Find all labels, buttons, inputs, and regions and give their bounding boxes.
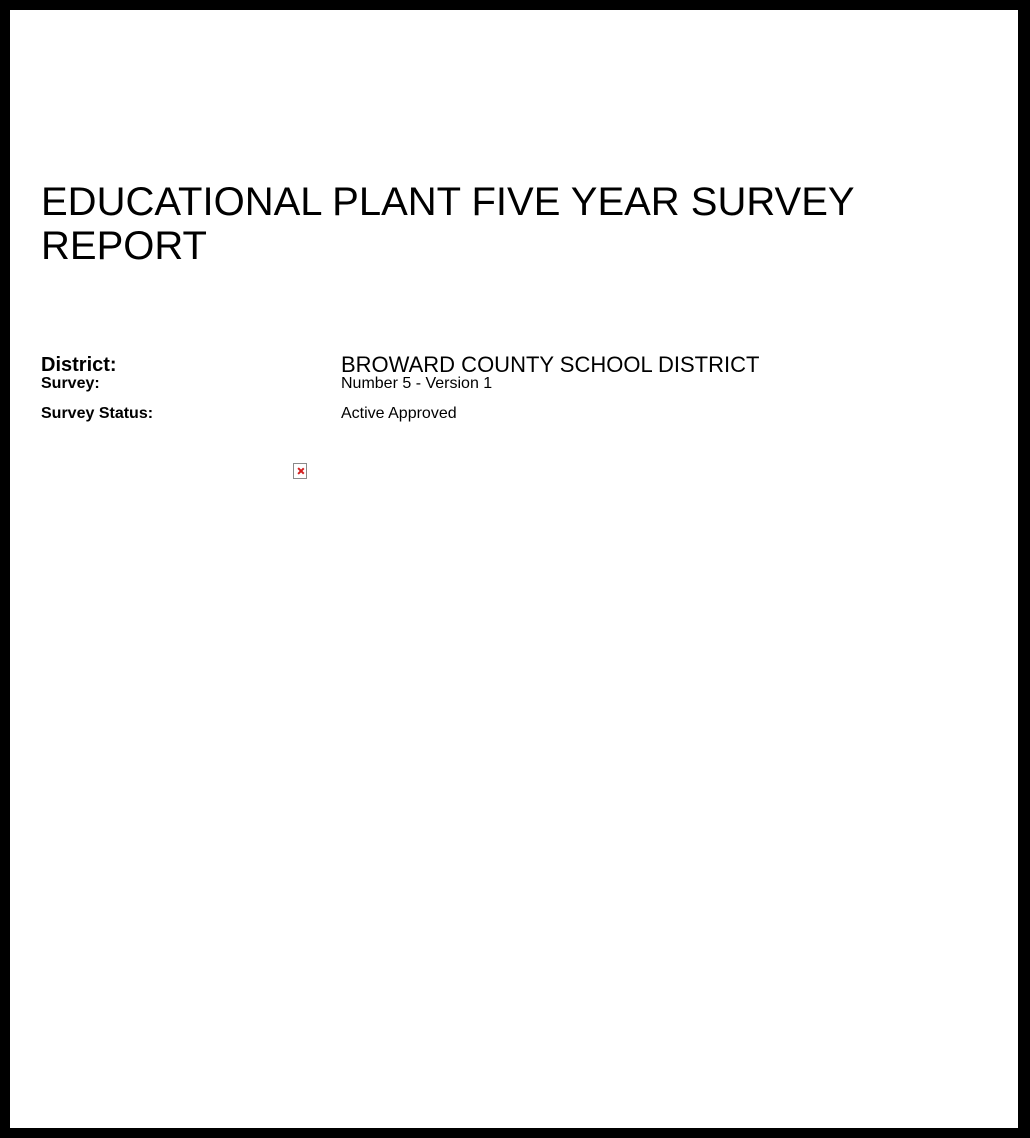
- survey-row: Survey: Number 5 - Version 1: [41, 374, 941, 394]
- report-page: EDUCATIONAL PLANT FIVE YEAR SURVEY REPOR…: [10, 10, 1018, 1128]
- district-row: District: BROWARD COUNTY SCHOOL DISTRICT: [41, 352, 941, 378]
- broken-image-icon: [293, 463, 307, 479]
- survey-status-value: Active Approved: [341, 405, 457, 422]
- district-value: BROWARD COUNTY SCHOOL DISTRICT: [341, 352, 760, 377]
- survey-status-label: Survey Status:: [41, 405, 154, 422]
- survey-status-row: Survey Status: Active Approved: [41, 404, 941, 424]
- survey-label: Survey:: [41, 375, 100, 392]
- district-label: District:: [41, 354, 117, 376]
- report-title: EDUCATIONAL PLANT FIVE YEAR SURVEY REPOR…: [41, 180, 854, 268]
- survey-value: Number 5 - Version 1: [341, 375, 493, 392]
